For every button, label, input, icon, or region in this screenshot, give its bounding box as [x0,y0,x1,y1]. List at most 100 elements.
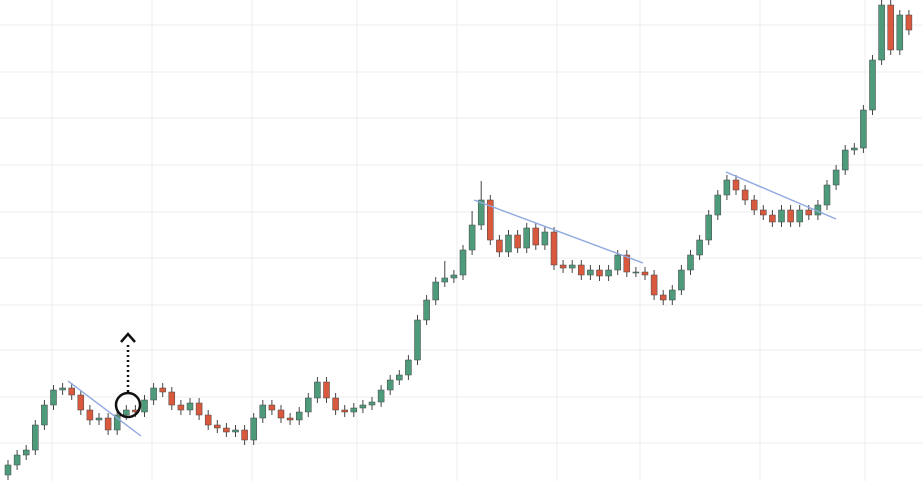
candle-body [769,214,776,223]
candle-body [459,249,467,276]
candle-body [796,209,803,223]
candle-body [741,189,749,201]
trendline [473,199,644,264]
candles [4,0,913,480]
candle-body [887,4,894,51]
candle-body [714,194,722,216]
trendline [67,380,142,437]
candle-body [13,454,21,466]
candle-body [350,407,358,413]
candle-body [559,264,567,269]
candle-body [113,414,121,431]
candle-body [851,147,858,151]
candle-body [314,381,321,399]
candle-body [805,209,813,216]
candle-body [568,264,576,269]
candle-body [623,254,631,273]
candle-body [441,277,449,283]
candle-body [396,374,403,381]
candle-body [578,264,585,276]
candle-body [359,404,367,409]
candle-body [186,402,194,411]
candle-body [214,424,221,429]
candle-body [550,231,558,266]
candle-body [432,281,439,301]
candle-body [423,299,430,321]
candle-body [250,417,257,441]
candle-body [669,289,676,301]
candle-body [505,234,512,253]
candle-body [878,4,885,61]
candle-body [259,404,267,419]
candle-body [204,414,212,426]
candle-body [905,14,913,31]
candle-body [869,59,876,111]
candle-body [168,391,176,406]
candle-body [4,464,12,476]
candle-body [123,409,130,416]
candle-body [41,404,48,426]
candle-body [896,14,904,51]
candle-body [450,274,458,279]
candle-body [678,269,685,291]
candle-body [159,387,166,393]
candle-body [632,271,640,274]
candle-body [141,399,148,413]
candle-body [277,409,285,419]
candle-body [496,239,503,253]
candle-body [641,271,649,276]
candle-body [386,379,394,391]
candle-body [732,179,740,191]
candle-body [177,404,185,411]
candle-body [332,397,339,411]
annotations [67,171,837,437]
candle-body [596,269,603,277]
candle-body [687,254,694,271]
candle-body [468,224,476,251]
candle-body [823,184,831,206]
candle-body [32,424,39,451]
candle-body [95,417,103,421]
candle-body [787,209,794,223]
candle-body [22,449,30,456]
candle-body [650,274,658,296]
candle-body [104,417,112,431]
candle-body [860,109,867,149]
candle-body [268,404,276,411]
candle-body [86,409,94,421]
candle-body [368,401,376,406]
candle-body [150,387,157,401]
candle-body [841,149,849,171]
highlight-circle [114,391,142,419]
candle-body [68,387,75,396]
candle-body [377,389,385,403]
arrow-head [120,332,136,343]
trendline [725,171,837,220]
candle-body [487,199,494,241]
candle-body [195,402,203,416]
candle-body [832,169,840,186]
candle-body [295,411,303,421]
candle-body [778,209,785,223]
candle-body [286,417,294,421]
candle-body [232,429,239,433]
candle-body [77,394,85,411]
candle-body [523,227,530,249]
candle-body [405,359,412,376]
candle-body [760,209,767,216]
candle-body [341,409,348,413]
candle-body [50,389,57,406]
candle-body [223,427,230,433]
candle-body [305,397,312,413]
candle-body [723,179,731,196]
candle-body [614,254,621,271]
candle-body [323,381,330,399]
candle-body [414,319,421,361]
candle-body [241,429,248,441]
candle-body [587,269,594,276]
candle-body [477,199,485,226]
candle-body [750,199,758,211]
